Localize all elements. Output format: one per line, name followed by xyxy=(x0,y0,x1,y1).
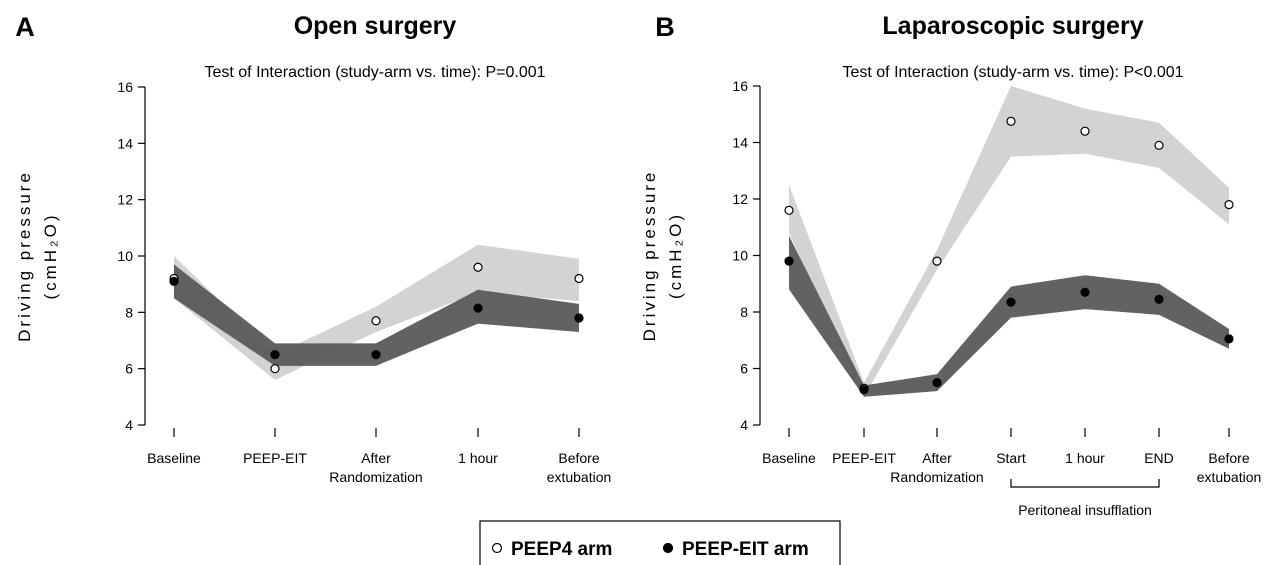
x-tick-label: Before extubation xyxy=(547,450,612,485)
x-tick-label-line: extubation xyxy=(1197,469,1262,485)
x-tick-label-line: 1 hour xyxy=(1065,450,1105,466)
legend-marker xyxy=(491,542,503,554)
x-tick-label-line: extubation xyxy=(547,469,612,485)
data-point xyxy=(1224,334,1234,344)
data-point xyxy=(1224,200,1234,210)
legend-marker xyxy=(662,542,674,554)
x-tick-label-line: Randomization xyxy=(890,469,983,485)
y-tick-label: 10 xyxy=(732,248,748,264)
x-tick-label-line: Randomization xyxy=(329,469,422,485)
y-tick-label: 6 xyxy=(125,361,133,377)
chart-subtitle: Test of Interaction (study-arm vs. time)… xyxy=(842,64,1183,81)
legend-label: PEEP4 arm xyxy=(511,539,612,560)
data-point xyxy=(473,303,483,313)
x-tick-label-line: Before xyxy=(1208,450,1249,466)
data-point xyxy=(1006,116,1016,126)
y-axis-label-line: Driving pressure xyxy=(640,170,659,342)
y-tick-label: 16 xyxy=(732,78,748,94)
x-tick-label-line: After xyxy=(361,450,391,466)
data-point xyxy=(473,262,483,272)
y-tick-label: 8 xyxy=(740,304,748,320)
y-axis-label-line: (cmH₂O) xyxy=(666,212,685,299)
x-tick-label: After Randomization xyxy=(890,450,983,485)
data-point xyxy=(1080,287,1090,297)
y-tick-label: 12 xyxy=(117,192,133,208)
data-point xyxy=(1006,297,1016,307)
y-tick-label: 6 xyxy=(740,361,748,377)
y-tick-label: 14 xyxy=(117,135,133,151)
chart-title: Laparoscopic surgery xyxy=(882,12,1143,40)
y-axis-label: Driving pressure (cmH₂O) xyxy=(15,170,60,342)
x-tick-label-line: Baseline xyxy=(147,450,201,466)
confidence-band xyxy=(174,244,579,380)
x-tick-label: Baseline xyxy=(762,450,816,466)
data-point xyxy=(270,349,280,360)
confidence-band xyxy=(789,235,1229,397)
data-point xyxy=(932,378,942,388)
confidence-band xyxy=(174,264,579,366)
x-tick-label: Start xyxy=(996,450,1026,466)
data-point xyxy=(371,316,381,326)
data-point xyxy=(1154,140,1164,150)
x-tick-label-line: After xyxy=(922,450,952,466)
x-tick-label-line: END xyxy=(1144,450,1174,466)
y-axis-label-line: Driving pressure xyxy=(15,170,34,342)
data-point xyxy=(859,385,869,395)
y-tick-label: 12 xyxy=(732,191,748,207)
x-tick-label: After Randomization xyxy=(329,450,422,485)
x-tick-label: Before extubation xyxy=(1197,450,1262,485)
y-tick-label: 4 xyxy=(125,417,133,433)
chart-title: Open surgery xyxy=(294,12,457,40)
data-point xyxy=(1080,126,1090,136)
x-tick-label: PEEP-EIT xyxy=(832,450,896,466)
x-tick-label: 1 hour xyxy=(1065,450,1105,466)
x-tick-label-line: Baseline xyxy=(762,450,816,466)
x-tick-label-line: Before xyxy=(558,450,599,466)
data-point xyxy=(270,364,280,374)
y-tick-label: 14 xyxy=(732,135,748,151)
data-point xyxy=(1154,294,1164,304)
data-point xyxy=(574,273,584,284)
data-point xyxy=(784,205,794,215)
data-point xyxy=(169,276,179,286)
annotation: Peritoneal insufflation xyxy=(1018,502,1152,518)
panel-label: A xyxy=(15,12,35,42)
legend-label: PEEP-EIT arm xyxy=(682,539,809,560)
x-tick-label-line: PEEP-EIT xyxy=(832,450,896,466)
x-tick-label: Baseline xyxy=(147,450,201,466)
x-tick-label-line: 1 hour xyxy=(458,450,498,466)
legend-box xyxy=(479,520,841,565)
data-point xyxy=(371,349,381,360)
data-point xyxy=(784,256,794,266)
y-tick-label: 16 xyxy=(117,79,133,95)
x-tick-label-line: PEEP-EIT xyxy=(243,450,307,466)
y-tick-label: 4 xyxy=(740,417,748,433)
x-tick-label: PEEP-EIT xyxy=(243,450,307,466)
confidence-band xyxy=(789,86,1229,397)
y-tick-label: 10 xyxy=(117,248,133,264)
bracket xyxy=(1010,479,1160,488)
x-tick-label-line: Start xyxy=(996,450,1026,466)
y-tick-label: 8 xyxy=(125,304,133,320)
x-tick-label: END xyxy=(1144,450,1174,466)
x-tick-label: 1 hour xyxy=(458,450,498,466)
y-axis-label: Driving pressure (cmH₂O) xyxy=(640,170,685,342)
y-axis-label-line: (cmH₂O) xyxy=(41,212,60,299)
chart-subtitle: Test of Interaction (study-arm vs. time)… xyxy=(204,64,545,81)
data-point xyxy=(574,313,584,323)
data-point xyxy=(932,256,942,266)
panel-label: B xyxy=(655,12,675,42)
